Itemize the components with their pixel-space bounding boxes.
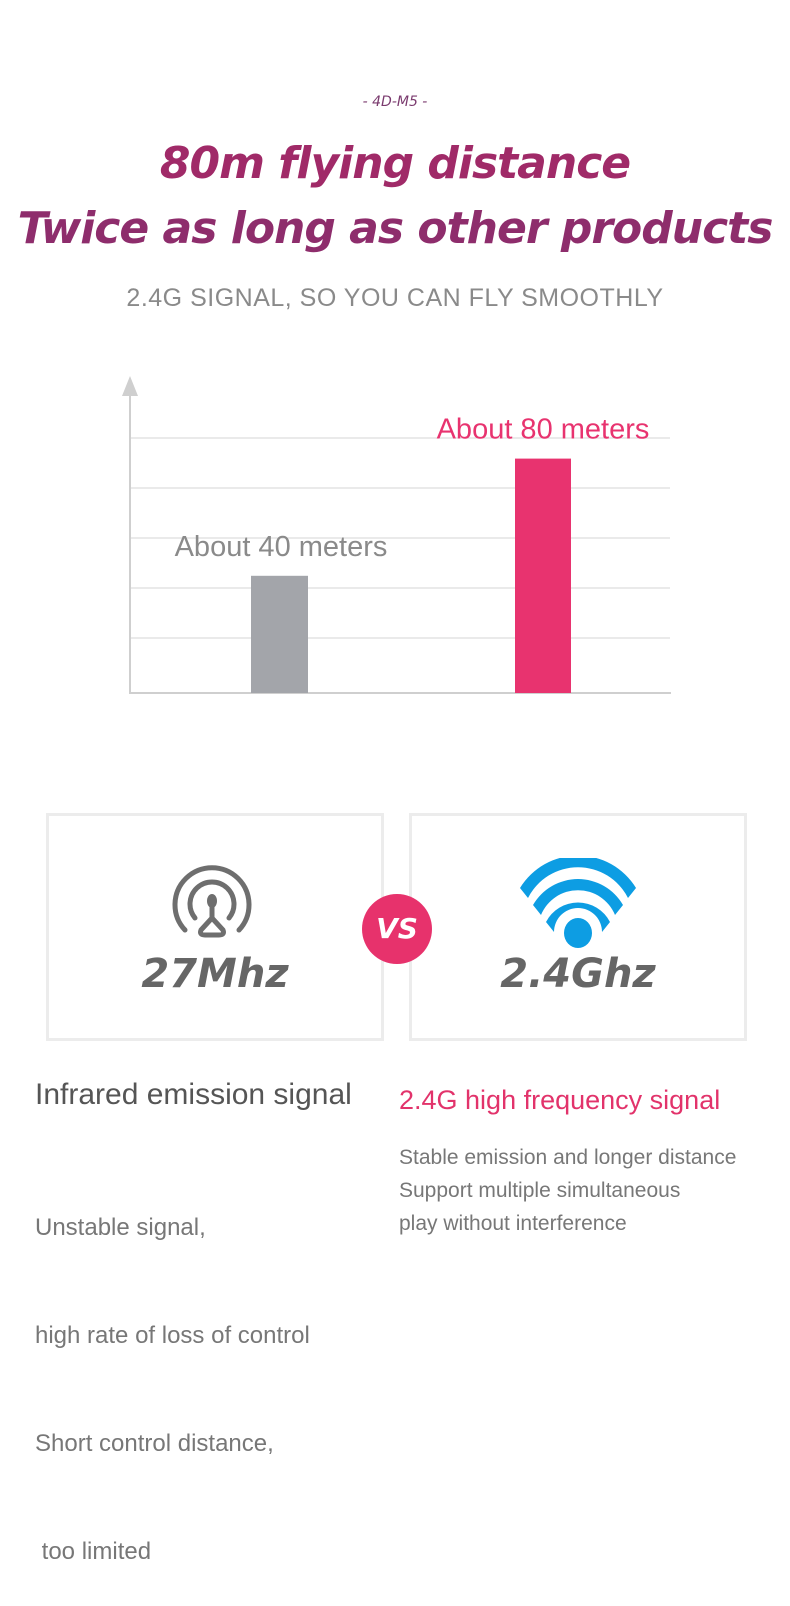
- y-axis-arrow-icon: [122, 376, 138, 396]
- frequency-27mhz: 27Mhz: [141, 951, 289, 997]
- right-heading: 2.4G high frequency signal: [399, 1085, 721, 1115]
- bar-other-products: [251, 575, 308, 693]
- data-label-80m: About 80 meters: [437, 414, 650, 446]
- wifi-icon: [520, 858, 636, 948]
- right-description: Stable emission and longer distance Supp…: [399, 1141, 736, 1240]
- card-2-4ghz: 2.4Ghz: [409, 813, 747, 1041]
- left-heading: Infrared emission signal: [35, 1078, 352, 1111]
- bar-4d-m5: [515, 458, 571, 693]
- vs-badge: VS: [362, 894, 432, 964]
- headline-line-2: Twice as long as other products: [17, 203, 774, 254]
- card-27mhz: 27Mhz: [46, 813, 384, 1041]
- data-label-40m: About 40 meters: [175, 531, 388, 563]
- desc-line: too limited: [35, 1538, 152, 1565]
- desc-line: high rate of loss of control: [35, 1322, 310, 1349]
- subtitle: 2.4G SIGNAL, SO YOU CAN FLY SMOOTHLY: [126, 284, 664, 312]
- antenna-signal-icon: [172, 865, 252, 938]
- distance-bar-chart: About 40 meters About 80 meters: [122, 376, 671, 694]
- desc-line: Unstable signal,: [35, 1214, 206, 1241]
- frequency-2-4ghz: 2.4Ghz: [500, 951, 656, 997]
- desc-line: Short control distance,: [35, 1430, 274, 1457]
- desc-line: Support multiple simultaneous: [399, 1179, 681, 1202]
- desc-line: play without interference: [399, 1212, 627, 1235]
- left-description: Unstable signal, high rate of loss of co…: [35, 1138, 310, 1606]
- desc-line: Stable emission and longer distance: [399, 1146, 737, 1169]
- model-label: - 4D-M5 -: [362, 94, 428, 110]
- headline-line-1: 80m flying distance: [159, 138, 631, 189]
- gridlines: [130, 437, 670, 639]
